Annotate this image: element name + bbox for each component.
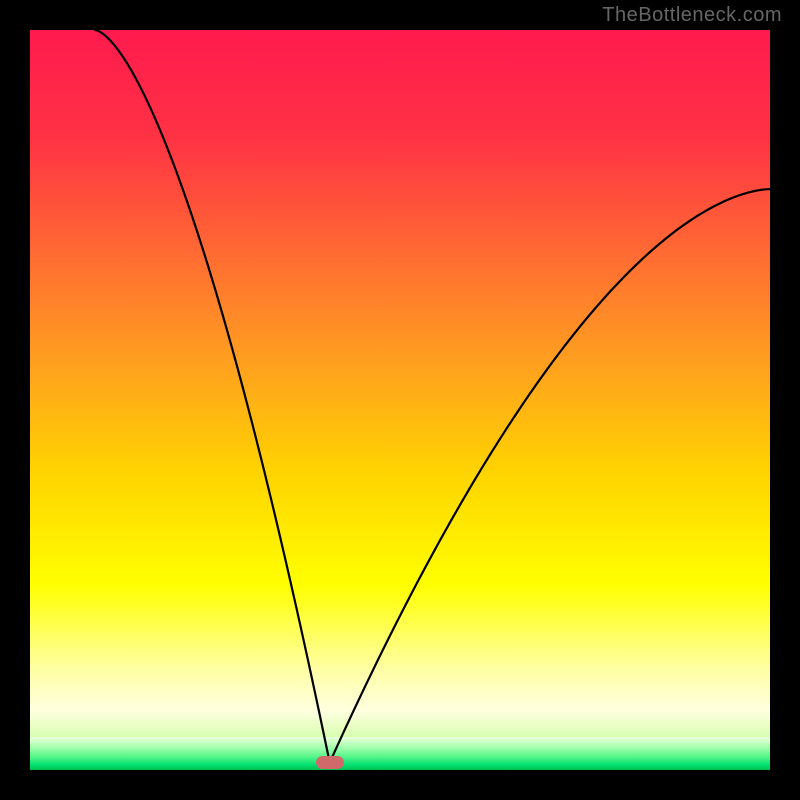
minimum-marker [316,756,344,769]
watermark-text: TheBottleneck.com [602,4,782,27]
plot-area [30,30,770,770]
bottleneck-curve [30,30,770,770]
